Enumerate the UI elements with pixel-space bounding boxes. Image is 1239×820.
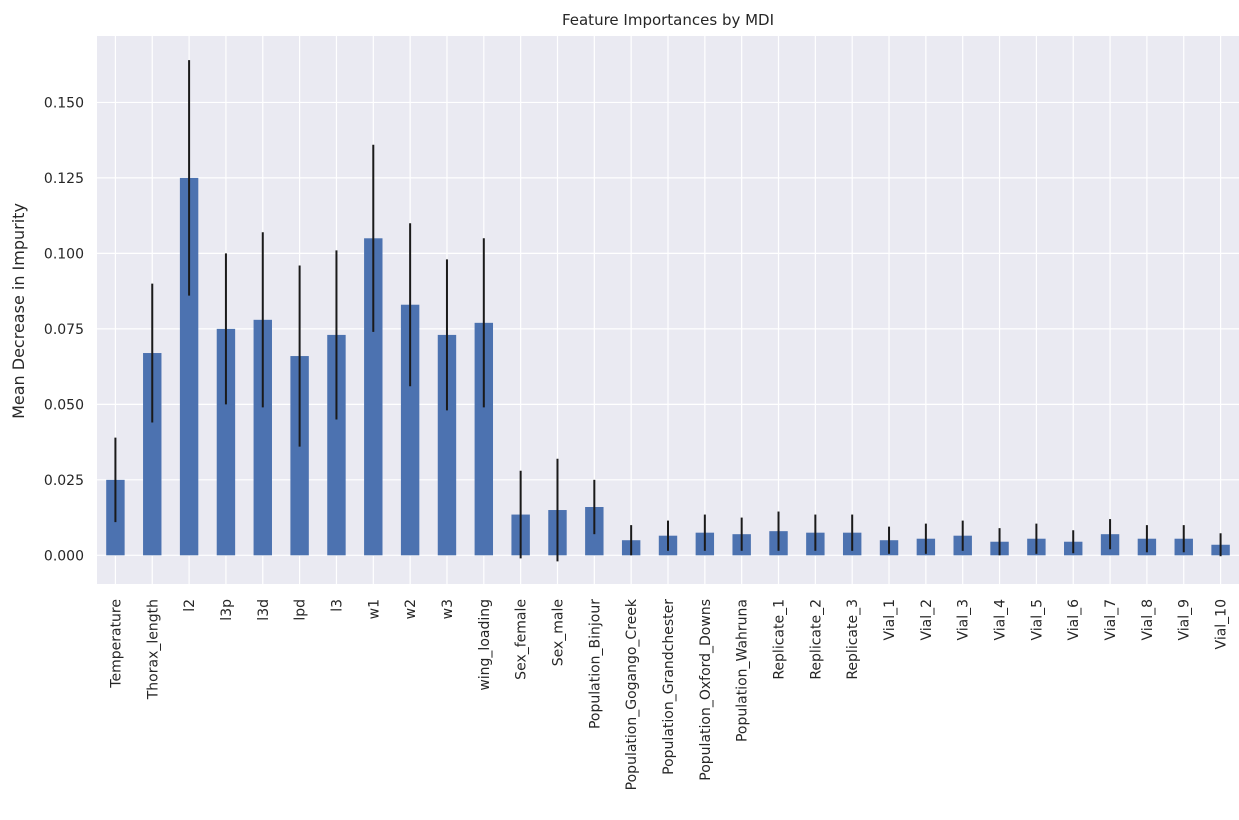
bar: [474, 322, 494, 556]
y-tick-label: 0.075: [44, 322, 84, 338]
bar: [179, 177, 199, 556]
y-tick-label: 0.150: [44, 95, 84, 111]
chart-title: Feature Importances by MDI: [562, 11, 774, 29]
x-tick-label: Temperature: [108, 599, 124, 689]
x-tick-label: Vial_8: [1140, 599, 1156, 641]
y-axis-ticks: 0.000 0.025 0.050 0.075 0.100 0.125 0.150: [44, 95, 84, 564]
bar: [143, 353, 162, 556]
y-tick-label: 0.050: [44, 397, 84, 413]
x-tick-label: Replicate_1: [772, 599, 788, 680]
x-tick-label: Vial_9: [1177, 599, 1193, 641]
x-tick-label: w1: [366, 599, 382, 619]
bar: [400, 304, 420, 556]
x-tick-label: Vial_10: [1214, 599, 1230, 649]
x-tick-label: l3p: [219, 599, 235, 621]
x-tick-label: Replicate_2: [808, 599, 824, 680]
x-tick-label: Vial_3: [956, 599, 972, 641]
x-tick-label: l2: [182, 599, 198, 612]
bar: [327, 334, 346, 556]
x-tick-label: Vial_5: [1029, 599, 1045, 641]
x-tick-label: w3: [440, 599, 456, 619]
x-tick-label: l3d: [256, 599, 272, 621]
x-tick-label: Vial_1: [882, 599, 898, 641]
bar: [216, 328, 236, 556]
x-tick-label: Population_Gogango_Creek: [624, 598, 640, 790]
bar: [253, 319, 272, 556]
y-tick-label: 0.025: [44, 473, 84, 489]
x-tick-label: l3: [329, 599, 345, 612]
bar: [437, 334, 457, 556]
x-tick-label: Population_Oxford_Downs: [698, 599, 714, 781]
y-tick-label: 0.000: [44, 548, 84, 564]
x-tick-label: Vial_7: [1103, 599, 1119, 641]
x-tick-label: Vial_2: [919, 599, 935, 641]
y-tick-label: 0.125: [44, 171, 84, 187]
y-tick-label: 0.100: [44, 246, 84, 262]
x-tick-label: Replicate_3: [845, 599, 861, 680]
x-tick-label: Vial_6: [1066, 599, 1082, 641]
x-axis-ticks: Temperature Thorax_length l2 l3p l3d lpd l3 w1 w…: [108, 598, 1229, 790]
x-tick-label: Sex_male: [550, 599, 566, 666]
y-axis-label: Mean Decrease in Impurity: [9, 203, 28, 419]
error-bars: [114, 60, 1222, 562]
x-tick-label: Sex_female: [514, 599, 530, 680]
x-tick-label: wing_loading: [477, 599, 493, 691]
bar: [290, 356, 309, 556]
x-tick-label: lpd: [293, 599, 309, 621]
bar: [364, 238, 383, 556]
x-tick-label: w2: [403, 599, 419, 619]
x-tick-label: Vial_4: [993, 599, 1009, 641]
x-tick-label: Population_Wahruna: [735, 599, 751, 742]
x-tick-label: Population_Grandchester: [661, 599, 677, 775]
x-tick-label: Population_Binjour: [587, 599, 603, 729]
x-tick-label: Thorax_length: [145, 599, 161, 700]
